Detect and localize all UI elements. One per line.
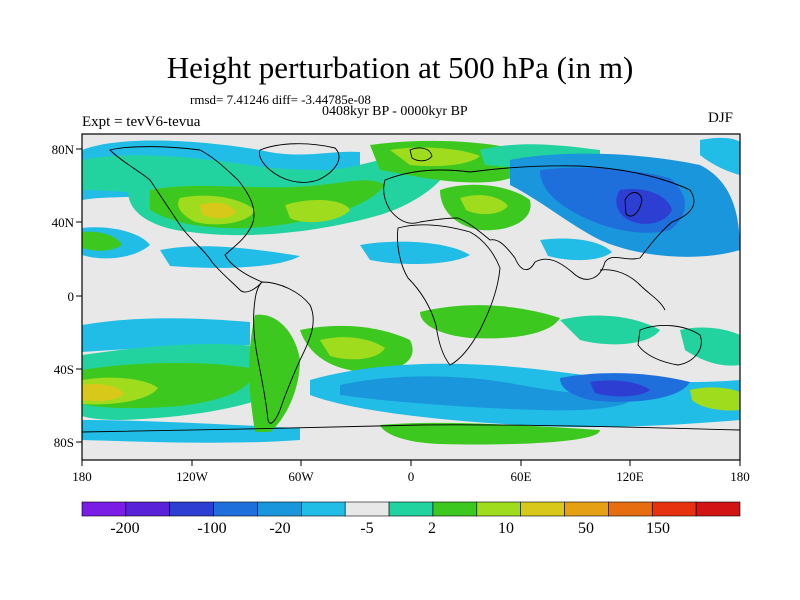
lat-label-0: 0 bbox=[68, 289, 75, 304]
plot-title: Height perturbation at 500 hPa (in m) bbox=[166, 50, 634, 85]
axis-ticks bbox=[76, 148, 741, 466]
colorbar-swatch bbox=[432, 501, 478, 517]
colorbar-label: 10 bbox=[498, 520, 514, 537]
contour-fill bbox=[82, 137, 740, 460]
colorbar-swatch bbox=[169, 501, 214, 517]
colorbar-swatch bbox=[213, 501, 258, 517]
colorbar-label: -5 bbox=[360, 520, 373, 537]
colorbar-swatch bbox=[608, 501, 653, 517]
colorbar-label: 2 bbox=[428, 520, 436, 537]
lon-label-0: 0 bbox=[408, 469, 415, 484]
colorbar-label: -100 bbox=[197, 520, 226, 537]
colorbar-swatch bbox=[81, 501, 127, 517]
colorbar-label: 150 bbox=[646, 520, 670, 537]
lon-label-60e: 60E bbox=[511, 469, 532, 484]
period-text: 0408kyr BP - 0000kyr BP bbox=[322, 104, 468, 119]
colorbar-label: -20 bbox=[269, 520, 290, 537]
lon-label-180e: 180 bbox=[730, 469, 750, 484]
lon-label-60w: 60W bbox=[288, 469, 314, 484]
colorbar-label: 50 bbox=[578, 520, 594, 537]
coastlines bbox=[82, 143, 740, 433]
stats-text: rmsd= 7.41246 diff= -3.44785e-08 bbox=[190, 92, 371, 107]
colorbar-swatch bbox=[257, 501, 302, 517]
colorbar-label: -200 bbox=[110, 520, 139, 537]
lon-label-120w: 120W bbox=[176, 469, 209, 484]
map-panel bbox=[81, 133, 741, 461]
colorbar-swatch bbox=[125, 501, 171, 517]
lon-label-180w: 180 bbox=[72, 469, 92, 484]
colorbar-swatch bbox=[695, 501, 741, 517]
experiment-label: Expt = tevV6-tevua bbox=[82, 114, 201, 130]
season-label: DJF bbox=[708, 110, 734, 126]
colorbar-labels: -200 -100 -20 -5 2 10 50 150 bbox=[110, 520, 670, 537]
colorbar-swatch bbox=[651, 501, 697, 517]
lat-label-40n: 40N bbox=[52, 215, 75, 230]
colorbar-swatch bbox=[301, 501, 346, 517]
lat-label-80s: 80S bbox=[54, 435, 74, 450]
colorbar-swatch bbox=[564, 501, 609, 517]
lat-label-80n: 80N bbox=[52, 142, 75, 157]
colorbar-swatch bbox=[476, 501, 521, 517]
colorbar-swatch bbox=[344, 501, 390, 517]
lat-label-40s: 40S bbox=[54, 362, 74, 377]
colorbar-swatch bbox=[388, 501, 434, 517]
lon-label-120e: 120E bbox=[616, 469, 644, 484]
colorbar-swatch bbox=[520, 501, 565, 517]
colorbar bbox=[81, 501, 741, 517]
